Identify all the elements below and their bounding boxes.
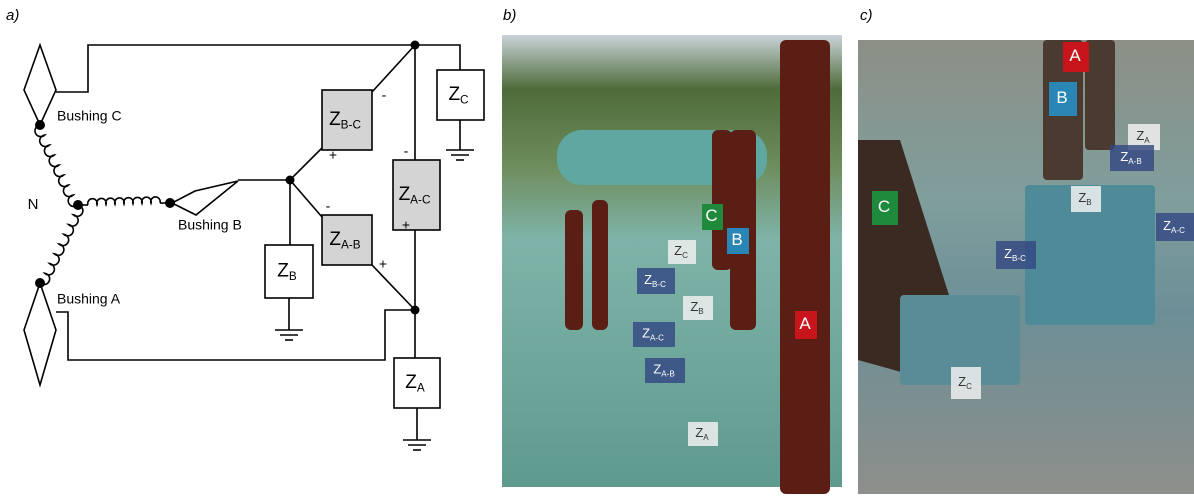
label-main: Z (448, 84, 460, 105)
label-main: Z (674, 243, 682, 258)
photo-tag: ZA-C (633, 322, 675, 347)
photo-tag: ZA (688, 422, 718, 446)
label-sub: B (1086, 198, 1091, 207)
neutral-label: N (28, 196, 39, 213)
label-main: Z (329, 109, 341, 130)
impedance-label: C (878, 197, 890, 216)
label-main: C (705, 206, 717, 225)
label-main: Z (644, 272, 652, 287)
impedance-label: A (1069, 46, 1081, 65)
polarity-sign: - (404, 143, 409, 159)
label-main: Z (1163, 218, 1171, 233)
label-main: A (799, 314, 811, 333)
panel-label: c) (860, 7, 873, 24)
label-sub: C (682, 251, 688, 260)
photo-tag: ZB (1071, 186, 1101, 212)
photo-tag: ZB-C (996, 241, 1036, 269)
photo-tag: ZA-C (1156, 213, 1194, 241)
wire (56, 45, 460, 150)
figure: N Bushing C Bushing B Bushing A ZCZB-CZA… (0, 0, 1194, 494)
label-main: Z (1136, 128, 1144, 143)
polarity-sign: + (379, 256, 387, 272)
label-sub: A (1144, 136, 1150, 145)
photo-tag: ZA-B (1110, 145, 1154, 171)
label-sub: A-B (661, 370, 674, 379)
label-main: Z (690, 299, 698, 314)
label-sub: B-C (341, 119, 362, 132)
label-sub: A-B (341, 239, 361, 252)
photo-tag: ZB (683, 296, 713, 320)
label-main: B (1056, 88, 1067, 107)
photo-tag: ZC (668, 240, 696, 264)
label-main: Z (329, 229, 341, 250)
photo-tag: C (702, 204, 723, 230)
impedance-label: A (799, 314, 811, 333)
label-main: Z (642, 326, 650, 341)
label-sub: A-C (1171, 226, 1185, 235)
polarity-sign: + (329, 147, 337, 163)
circuit-diagram: N Bushing C Bushing B Bushing A ZCZB-CZA… (24, 41, 484, 451)
nodes (35, 41, 420, 315)
label-sub: A (703, 433, 709, 442)
bushing-photo (565, 210, 583, 330)
bushing-label: Bushing C (57, 108, 122, 124)
photo-tag: ZC (951, 367, 981, 399)
photo-tag: ZB-C (637, 268, 675, 294)
label-main: Z (1004, 246, 1012, 261)
bushing-label: Bushing A (57, 291, 121, 307)
equipment (1085, 40, 1115, 150)
bushing-photo (780, 40, 830, 494)
panel-label: a) (6, 7, 19, 24)
label-main: Z (277, 261, 289, 282)
label-main: Z (958, 374, 966, 389)
label-sub: A-C (410, 194, 431, 207)
winding (40, 205, 83, 285)
label-sub: A-B (1128, 157, 1141, 166)
impedance-label: B (1056, 88, 1067, 107)
polarity-sign: - (326, 198, 331, 214)
label-main: Z (1120, 149, 1128, 164)
photo-tag: A (795, 311, 817, 339)
photo-tag: B (727, 228, 749, 254)
label-main: B (731, 230, 742, 249)
photo-tag: A (1063, 42, 1089, 72)
impedance-label: C (705, 206, 717, 225)
label-sub: B-C (652, 280, 666, 289)
photo-tag: ZA-B (645, 358, 685, 383)
impedance-label: B (731, 230, 742, 249)
label-main: Z (653, 362, 661, 377)
bushing (172, 181, 238, 215)
polarity-sign: + (402, 217, 410, 233)
winding (35, 125, 78, 207)
panel-label: b) (503, 7, 516, 24)
label-main: Z (399, 184, 411, 205)
bushing-photo (592, 200, 608, 330)
bushing-label: Bushing B (178, 217, 242, 233)
label-sub: C (460, 94, 469, 107)
label-sub: C (966, 382, 972, 391)
photo-tag: C (872, 191, 898, 225)
label-sub: B (698, 307, 703, 316)
label-sub: A (417, 382, 425, 395)
label-sub: B (289, 270, 297, 283)
label-main: Z (1078, 190, 1086, 205)
label-main: Z (695, 425, 703, 440)
bushing (24, 45, 56, 125)
label-main: C (878, 197, 890, 216)
label-sub: B-C (1012, 254, 1026, 263)
label-main: Z (405, 372, 417, 393)
label-sub: A-C (650, 334, 664, 343)
winding (88, 197, 160, 205)
bushing (24, 283, 56, 385)
polarity-sign: - (382, 87, 387, 103)
photo-tag: B (1049, 82, 1077, 116)
label-main: A (1069, 46, 1081, 65)
